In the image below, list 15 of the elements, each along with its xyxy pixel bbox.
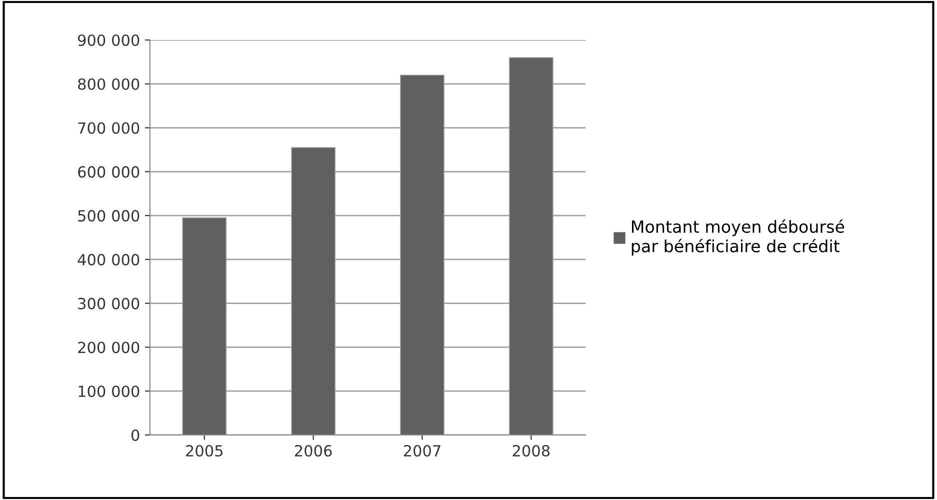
legend-label: Montant moyen déboursé par bénéficiaire de crédit	[632, 219, 844, 256]
y-tick-label: 600 000	[78, 166, 140, 178]
x-tick-label: 2006	[294, 444, 332, 457]
x-tick-label: 2008	[512, 444, 550, 457]
y-tick-label: 800 000	[78, 78, 140, 90]
y-tick-label: 200 000	[78, 342, 140, 354]
y-tick-label: 900 000	[78, 34, 140, 46]
y-tick-label: 400 000	[78, 254, 140, 266]
x-tick-label: 2007	[404, 444, 440, 457]
y-tick-label: 0	[131, 429, 140, 442]
y-tick-label: 700 000	[78, 122, 140, 134]
x-tick-label: 2005	[186, 444, 222, 457]
y-tick-label: 300 000	[78, 298, 140, 310]
y-tick-label: 100 000	[78, 386, 140, 398]
y-tick-label: 500 000	[78, 210, 140, 222]
